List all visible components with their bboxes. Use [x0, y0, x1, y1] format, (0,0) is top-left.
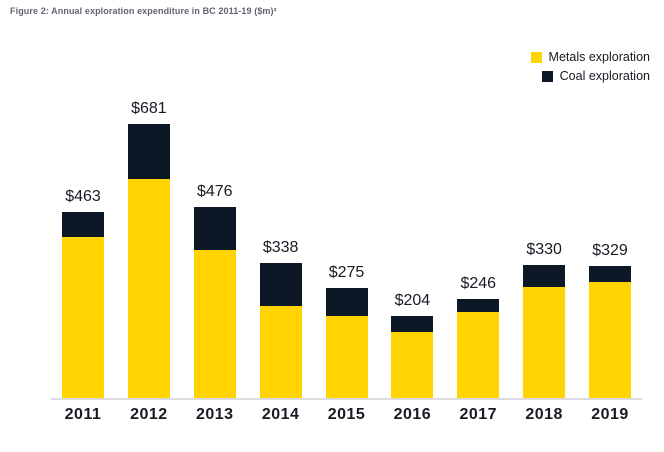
legend-label-metals: Metals exploration: [548, 50, 650, 64]
metals-bar-segment: [193, 250, 236, 398]
coal-bar-segment: [193, 207, 236, 250]
legend-label-coal: Coal exploration: [559, 69, 650, 83]
x-axis-label-2018: 2018: [525, 406, 563, 423]
bar-total-label: $246: [460, 275, 497, 292]
x-axis-label-2016: 2016: [393, 406, 432, 423]
metals-bar-segment: [457, 312, 500, 398]
coal-bar-segment: [589, 266, 631, 282]
x-axis-label-2013: 2013: [195, 406, 234, 423]
bar-total-label: $681: [131, 100, 167, 117]
bars-container: $463 $681 $476 $338 $275 $204 $246 $330 $329: [62, 60, 631, 398]
bar-total-label: $463: [65, 188, 101, 205]
bar-total-label: $329: [592, 242, 628, 259]
bar-total-label: $275: [328, 264, 365, 281]
metals-bar-segment: [259, 306, 302, 398]
metals-bar-segment: [127, 179, 170, 398]
metals-bar-segment: [523, 287, 566, 398]
bar-group-2018: $330: [523, 241, 566, 398]
metals-bar-segment: [391, 332, 434, 398]
coal-bar-segment: [127, 124, 170, 179]
bar-total-label: $204: [394, 292, 431, 309]
coal-bar-segment: [259, 263, 302, 306]
x-axis-label-2017: 2017: [459, 406, 498, 423]
x-axis-label-2012: 2012: [130, 406, 168, 423]
metals-swatch-icon: [530, 51, 542, 63]
x-axis-label-2014: 2014: [261, 406, 300, 423]
bar-total-label: $330: [526, 241, 562, 258]
bar-group-2017: $246: [457, 275, 500, 398]
x-axis-labels: 2011 2012 2013 2014 2015 2016 2017 2018 2019: [62, 406, 631, 424]
x-axis-label-2011: 2011: [64, 406, 102, 423]
bar-group-2013: $476: [193, 183, 236, 398]
legend-item-coal: Coal exploration: [541, 69, 650, 83]
coal-bar-segment: [325, 288, 368, 316]
metals-bar-segment: [62, 237, 104, 398]
bar-group-2014: $338: [259, 239, 302, 398]
coal-swatch-icon: [541, 70, 553, 82]
bar-group-2019: $329: [589, 242, 631, 398]
metals-bar-segment: [589, 282, 631, 398]
bar-group-2012: $681: [127, 100, 170, 398]
x-axis-label-2015: 2015: [327, 406, 366, 423]
coal-bar-segment: [62, 212, 104, 237]
metals-bar-segment: [325, 316, 368, 398]
bar-total-label: $338: [262, 239, 299, 256]
coal-bar-segment: [391, 316, 434, 332]
bar-total-label: $476: [196, 183, 233, 200]
x-axis-label-2019: 2019: [591, 406, 629, 423]
bar-group-2011: $463: [62, 188, 104, 398]
legend-item-metals: Metals exploration: [530, 50, 650, 64]
figure-title: Figure 2: Annual exploration expenditure…: [10, 6, 277, 16]
legend: Metals exploration Coal exploration: [530, 50, 650, 83]
coal-bar-segment: [457, 299, 500, 312]
plot-area: $463 $681 $476 $338 $275 $204 $246 $330 $329: [51, 60, 642, 400]
bar-group-2016: $204: [391, 292, 434, 398]
bar-group-2015: $275: [325, 264, 368, 398]
coal-bar-segment: [523, 265, 566, 287]
